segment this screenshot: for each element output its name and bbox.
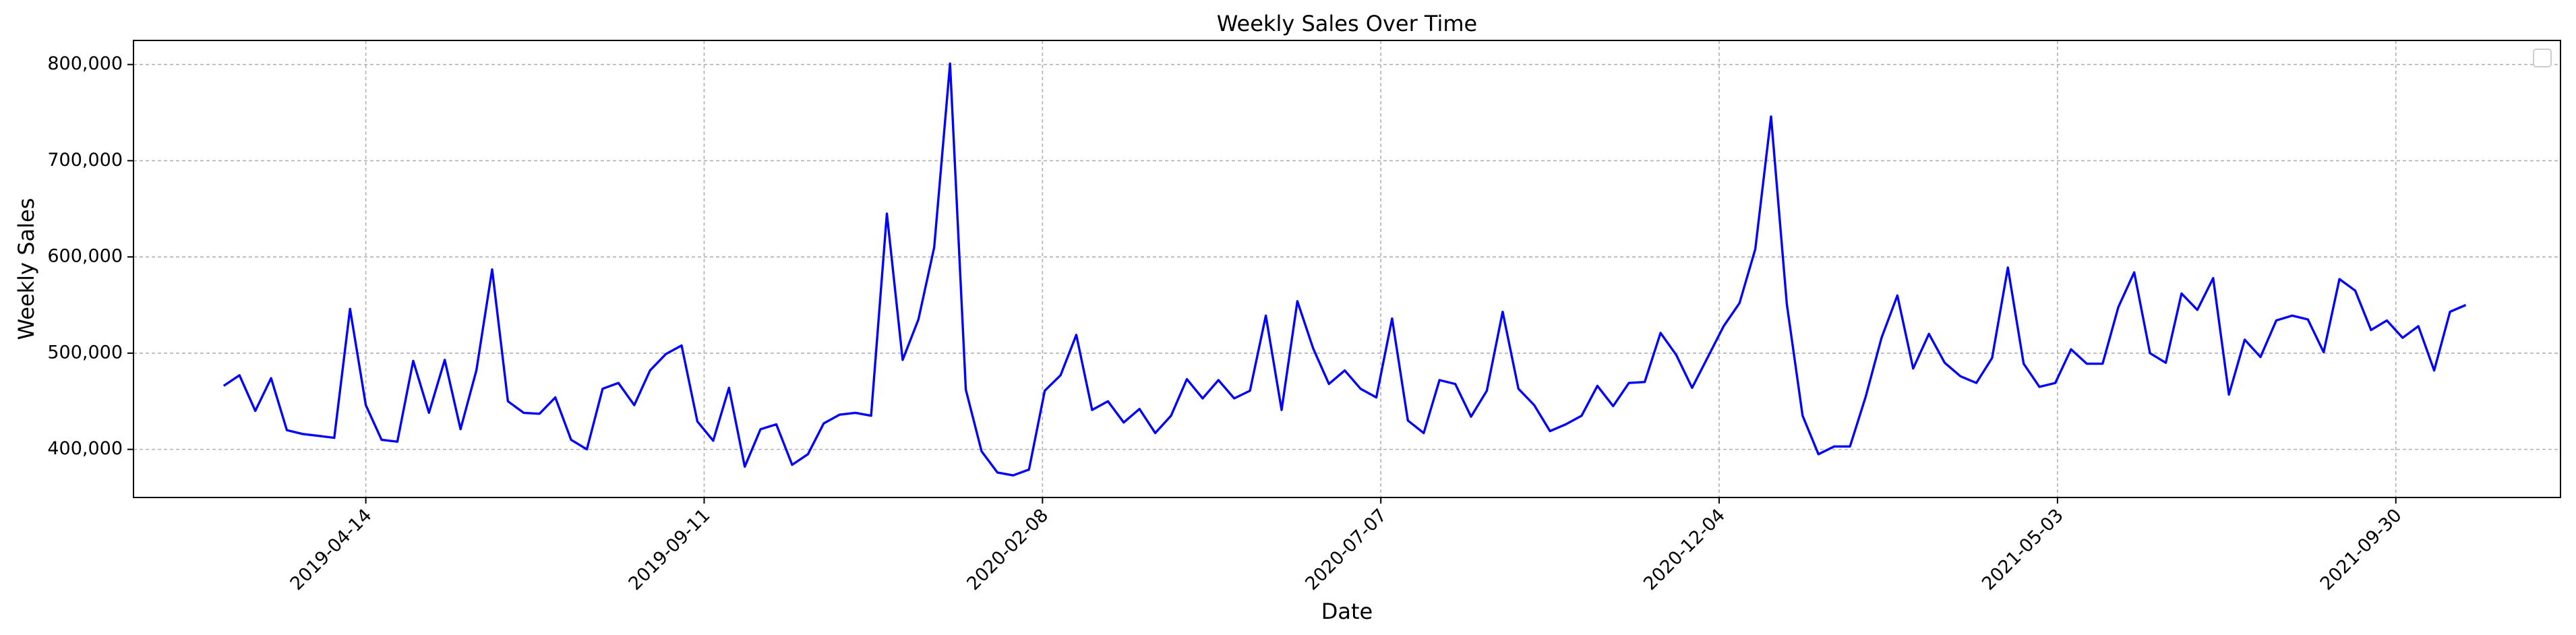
y-tick-label: 500,000 — [47, 342, 123, 363]
x-axis-title: Date — [1321, 599, 1373, 624]
y-tick-label: 700,000 — [47, 150, 123, 171]
series-line-weekly-sales — [222, 62, 2467, 477]
y-tick-label: 600,000 — [47, 246, 123, 267]
y-axis: 400,000 500,000 600,000 700,000 800,000 — [47, 53, 133, 459]
y-axis-title: Weekly Sales — [13, 198, 39, 340]
legend-box — [2533, 49, 2552, 67]
plot-frame — [133, 40, 2561, 498]
series-layer — [222, 62, 2467, 477]
y-tick-label: 800,000 — [47, 53, 123, 74]
y-tick-label: 400,000 — [47, 438, 123, 459]
chart-title: Weekly Sales Over Time — [1217, 11, 1477, 36]
grid — [133, 40, 2560, 497]
